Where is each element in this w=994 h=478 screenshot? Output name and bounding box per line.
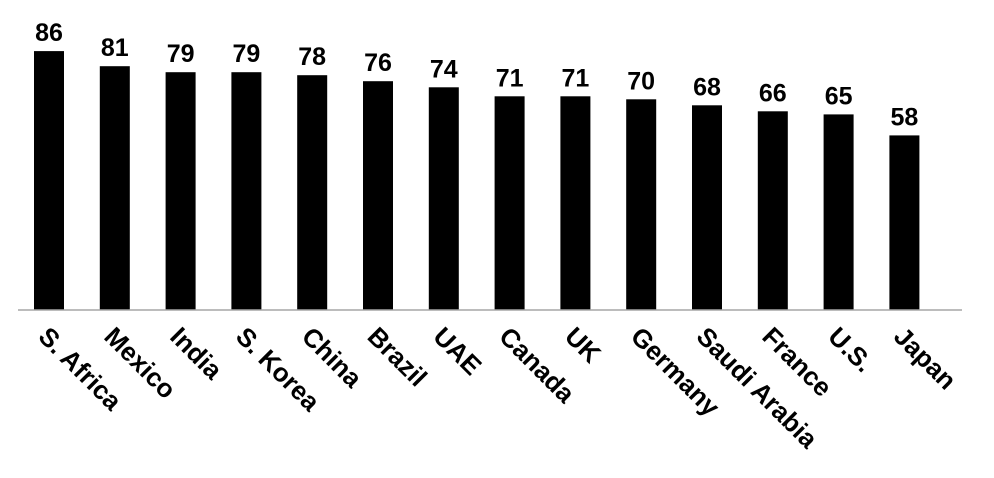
bar	[428, 87, 459, 310]
data-label: 81	[101, 34, 129, 62]
bar	[363, 81, 393, 310]
x-tick-label: Brazil	[362, 321, 433, 392]
data-label: 74	[430, 55, 458, 83]
bar	[297, 75, 328, 310]
data-label: 86	[35, 19, 63, 47]
data-label: 66	[759, 79, 787, 107]
bar	[165, 72, 196, 310]
data-label: 58	[890, 103, 918, 131]
bar	[757, 111, 788, 310]
data-label: 71	[561, 64, 589, 92]
data-label: 70	[627, 67, 655, 95]
bar	[626, 99, 657, 310]
bar	[692, 105, 722, 310]
data-label: 78	[298, 43, 326, 71]
bar	[560, 96, 591, 310]
data-label: 68	[693, 73, 721, 101]
data-label: 79	[167, 40, 195, 68]
bar	[34, 51, 64, 310]
value-labels-group: 86 81 79 79 78 76 74 71 71 70 68 66 65 58	[35, 19, 918, 131]
bar	[889, 135, 920, 310]
bar	[823, 114, 854, 311]
x-tick-label: UK	[559, 321, 607, 369]
data-label: 65	[825, 82, 853, 110]
x-tick-label: U.S.	[822, 321, 879, 378]
data-label: 71	[496, 64, 524, 92]
bar	[231, 72, 262, 310]
bar	[99, 66, 130, 310]
data-label: 79	[232, 40, 260, 68]
bars-group	[34, 51, 920, 311]
bar	[494, 96, 525, 310]
data-label: 76	[364, 49, 392, 77]
x-tick-label: UAE	[428, 321, 488, 381]
x-tick-label: Japan	[888, 321, 962, 395]
